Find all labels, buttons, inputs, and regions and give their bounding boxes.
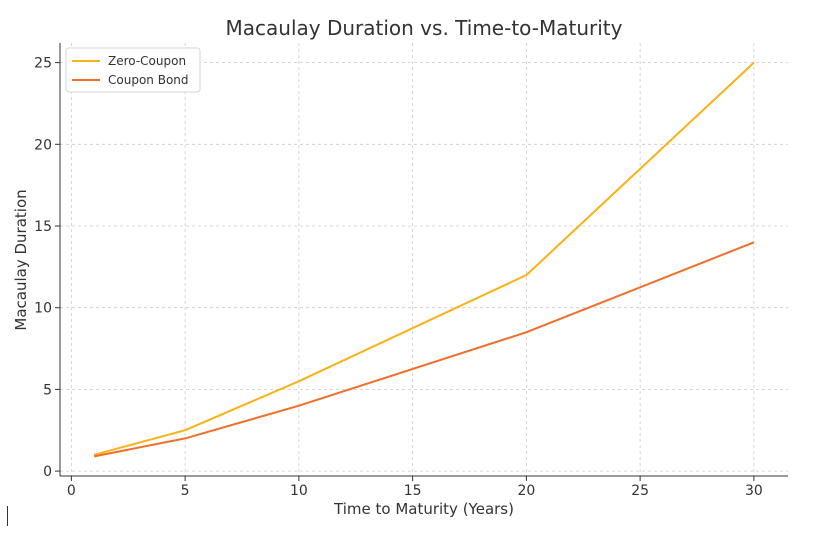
x-tick-label: 20: [517, 483, 535, 499]
y-tick-label: 25: [34, 56, 52, 72]
x-tick-label: 10: [290, 483, 308, 499]
series-line-zero-coupon: [93, 61, 755, 456]
x-tick-label: 0: [67, 483, 76, 499]
x-tick-label: 15: [404, 483, 422, 499]
legend-label-coupon-bond: Coupon Bond: [108, 73, 189, 87]
legend: Zero-Coupon Coupon Bond: [65, 47, 201, 93]
grid-lines: [60, 43, 788, 476]
y-tick-label: 15: [34, 219, 52, 235]
series-lines: [93, 61, 755, 458]
axes: [59, 43, 788, 477]
x-axis-label: Time to Maturity (Years): [333, 500, 514, 518]
text-cursor: [7, 506, 8, 526]
y-tick-label: 5: [43, 382, 52, 398]
x-tick-label: 30: [745, 483, 763, 499]
x-tick-label: 25: [631, 483, 649, 499]
y-tick-label: 0: [43, 464, 52, 480]
legend-label-zero-coupon: Zero-Coupon: [108, 54, 186, 68]
chart-title: Macaulay Duration vs. Time-to-Maturity: [226, 16, 623, 40]
y-axis-label: Macaulay Duration: [12, 189, 30, 330]
series-line-coupon-bond: [93, 241, 755, 458]
x-tick-label: 5: [181, 483, 190, 499]
y-tick-label: 20: [34, 137, 52, 153]
tick-labels: 0 5 10 15 20 25 30 0 5 10 15 20 25: [34, 56, 763, 499]
y-tick-label: 10: [34, 301, 52, 317]
